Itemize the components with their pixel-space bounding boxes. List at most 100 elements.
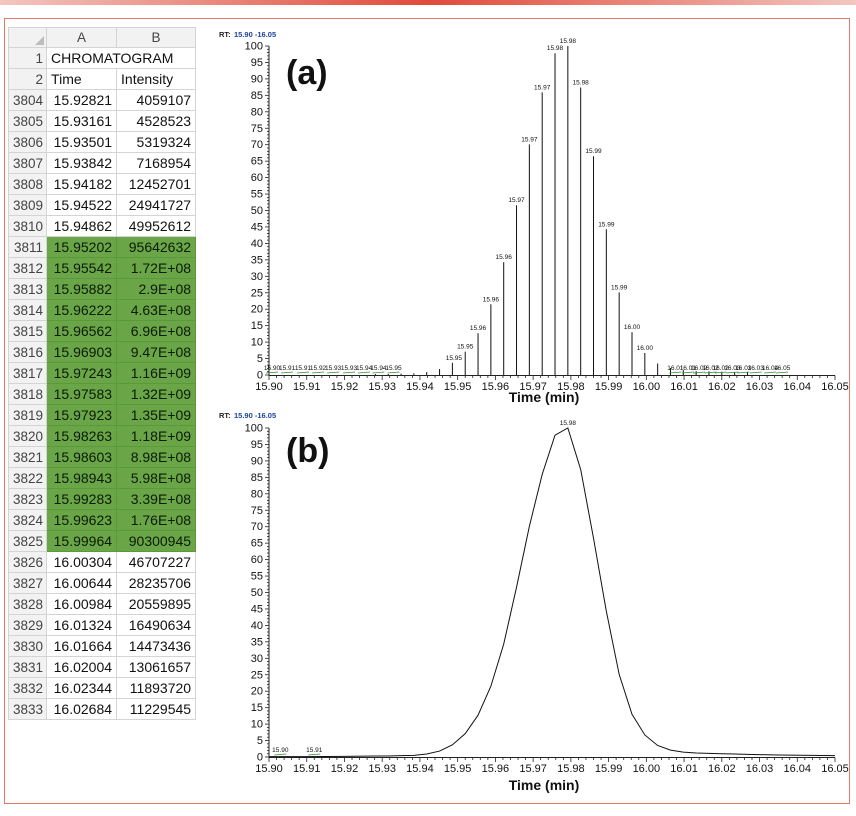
row-header[interactable]: 3830 xyxy=(7,635,48,657)
cell-intensity[interactable]: 90300945 xyxy=(116,530,197,552)
row-header[interactable]: 3833 xyxy=(7,698,48,720)
cell-time[interactable]: 15.95202 xyxy=(46,236,118,258)
cell-intensity[interactable]: 4.63E+08 xyxy=(116,299,197,321)
cell-time[interactable]: 16.02004 xyxy=(46,656,118,678)
table-row: 3822 15.98943 5.98E+08 xyxy=(7,467,197,489)
cell-time[interactable]: 15.93501 xyxy=(46,131,118,153)
cell-time[interactable]: 16.00984 xyxy=(46,593,118,615)
cell-intensity[interactable]: 8.98E+08 xyxy=(116,446,197,468)
cell-time[interactable]: 15.97583 xyxy=(46,383,118,405)
cell-time[interactable]: 15.94522 xyxy=(46,194,118,216)
row-header[interactable]: 3815 xyxy=(7,320,48,342)
cell-time[interactable]: 15.94182 xyxy=(46,173,118,195)
select-all-corner[interactable] xyxy=(7,27,48,48)
row-header[interactable]: 3825 xyxy=(7,530,48,552)
row-header[interactable]: 3817 xyxy=(7,362,48,384)
cell-time[interactable]: 15.97243 xyxy=(46,362,118,384)
cell-intensity[interactable]: 9.47E+08 xyxy=(116,341,197,363)
cell-time[interactable]: 15.99964 xyxy=(46,530,118,552)
row-header[interactable]: 3829 xyxy=(7,614,48,636)
row-header[interactable]: 3807 xyxy=(7,152,48,174)
cell-intensity[interactable]: 11893720 xyxy=(116,677,197,699)
table-row: 3825 15.99964 90300945 xyxy=(7,530,197,552)
cell-intensity[interactable]: 1.76E+08 xyxy=(116,509,197,531)
cell-time[interactable]: 15.94862 xyxy=(46,215,118,237)
cell-time[interactable]: 16.00644 xyxy=(46,572,118,594)
row-header[interactable]: 3810 xyxy=(7,215,48,237)
cell-time[interactable]: 15.96562 xyxy=(46,320,118,342)
cell-intensity[interactable]: 1.35E+09 xyxy=(116,404,197,426)
cell-intensity[interactable]: 12452701 xyxy=(116,173,197,195)
row-header[interactable]: 3809 xyxy=(7,194,48,216)
row-header[interactable]: 3818 xyxy=(7,383,48,405)
cell-intensity[interactable]: 4059107 xyxy=(116,89,197,111)
cell-time[interactable]: 15.93842 xyxy=(46,152,118,174)
row-header[interactable]: 3804 xyxy=(7,89,48,111)
row-header[interactable]: 3824 xyxy=(7,509,48,531)
cell-intensity[interactable]: 4528523 xyxy=(116,110,197,132)
row-header[interactable]: 3822 xyxy=(7,467,48,489)
cell-intensity[interactable]: 5.98E+08 xyxy=(116,467,197,489)
row-header[interactable]: 3806 xyxy=(7,131,48,153)
cell-time[interactable]: 15.98943 xyxy=(46,467,118,489)
row-header[interactable]: 3811 xyxy=(7,236,48,258)
row-header[interactable]: 3808 xyxy=(7,173,48,195)
cell-intensity[interactable]: 2.9E+08 xyxy=(116,278,197,300)
cell-intensity[interactable]: 49952612 xyxy=(116,215,197,237)
cell-time[interactable]: 16.01664 xyxy=(46,635,118,657)
cell-intensity[interactable]: 7168954 xyxy=(116,152,197,174)
cell-intensity[interactable]: 6.96E+08 xyxy=(116,320,197,342)
cell-time[interactable]: 15.95542 xyxy=(46,257,118,279)
cell-title[interactable]: CHROMATOGRAM xyxy=(46,47,197,69)
cell-time[interactable]: 16.00304 xyxy=(46,551,118,573)
row-header[interactable]: 3813 xyxy=(7,278,48,300)
cell-intensity[interactable]: 11229545 xyxy=(116,698,197,720)
cell-intensity[interactable]: 1.18E+09 xyxy=(116,425,197,447)
cell-time[interactable]: 15.98603 xyxy=(46,446,118,468)
cell-time[interactable]: 15.92821 xyxy=(46,89,118,111)
cell-intensity[interactable]: 14473436 xyxy=(116,635,197,657)
cell-intensity[interactable]: 5319324 xyxy=(116,131,197,153)
cell-time[interactable]: 16.02684 xyxy=(46,698,118,720)
row-header[interactable]: 3832 xyxy=(7,677,48,699)
row-header[interactable]: 3821 xyxy=(7,446,48,468)
row-header[interactable]: 3816 xyxy=(7,341,48,363)
row-header[interactable]: 3828 xyxy=(7,593,48,615)
cell-time[interactable]: 15.96222 xyxy=(46,299,118,321)
cell-intensity[interactable]: 24941727 xyxy=(116,194,197,216)
cell-time[interactable]: Time xyxy=(46,68,118,90)
cell-intensity[interactable]: 46707227 xyxy=(116,551,197,573)
cell-intensity[interactable]: 3.39E+08 xyxy=(116,488,197,510)
cell-time[interactable]: 15.99283 xyxy=(46,488,118,510)
cell-time[interactable]: 15.96903 xyxy=(46,341,118,363)
cell-intensity[interactable]: Intensity xyxy=(116,68,197,90)
cell-intensity[interactable]: 1.32E+09 xyxy=(116,383,197,405)
row-header[interactable]: 3819 xyxy=(7,404,48,426)
row-header[interactable]: 3814 xyxy=(7,299,48,321)
row-header[interactable]: 3826 xyxy=(7,551,48,573)
row-header[interactable]: 3805 xyxy=(7,110,48,132)
cell-intensity[interactable]: 16490634 xyxy=(116,614,197,636)
row-header[interactable]: 3812 xyxy=(7,257,48,279)
column-header-b[interactable]: B xyxy=(116,27,197,48)
cell-time[interactable]: 15.98263 xyxy=(46,425,118,447)
row-header[interactable]: 1 xyxy=(7,47,48,69)
cell-intensity[interactable]: 95642632 xyxy=(116,236,197,258)
row-header[interactable]: 2 xyxy=(7,68,48,90)
cell-intensity[interactable]: 1.72E+08 xyxy=(116,257,197,279)
cell-time[interactable]: 16.02344 xyxy=(46,677,118,699)
cell-time[interactable]: 16.01324 xyxy=(46,614,118,636)
row-header[interactable]: 3823 xyxy=(7,488,48,510)
cell-intensity[interactable]: 1.16E+09 xyxy=(116,362,197,384)
cell-intensity[interactable]: 13061657 xyxy=(116,656,197,678)
cell-time[interactable]: 15.95882 xyxy=(46,278,118,300)
column-header-a[interactable]: A xyxy=(46,27,118,48)
cell-intensity[interactable]: 20559895 xyxy=(116,593,197,615)
row-header[interactable]: 3831 xyxy=(7,656,48,678)
cell-time[interactable]: 15.97923 xyxy=(46,404,118,426)
cell-time[interactable]: 15.93161 xyxy=(46,110,118,132)
row-header[interactable]: 3827 xyxy=(7,572,48,594)
row-header[interactable]: 3820 xyxy=(7,425,48,447)
cell-intensity[interactable]: 28235706 xyxy=(116,572,197,594)
cell-time[interactable]: 15.99623 xyxy=(46,509,118,531)
